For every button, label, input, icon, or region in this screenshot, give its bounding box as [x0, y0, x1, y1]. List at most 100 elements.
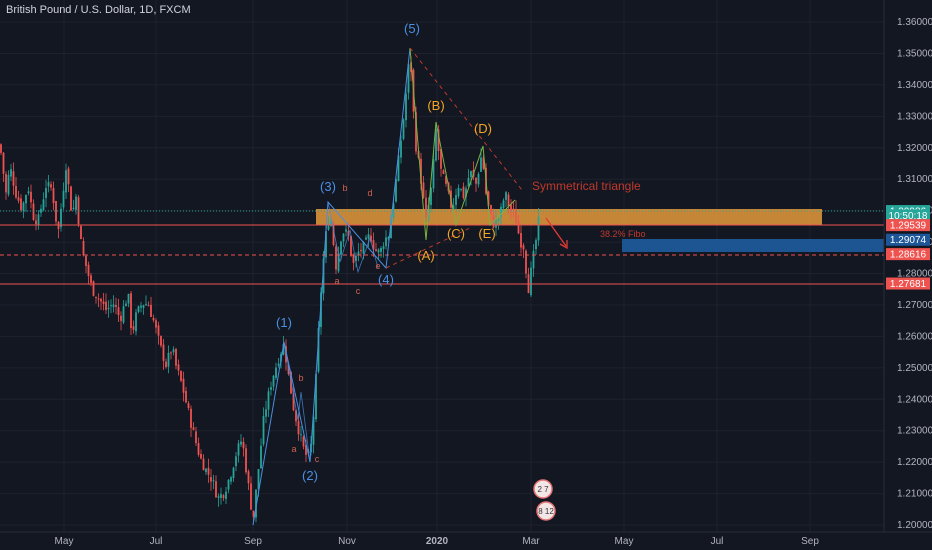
candle-body [222, 495, 225, 498]
candle-body [407, 64, 410, 93]
candle-body [5, 174, 7, 193]
candle-body [215, 481, 217, 498]
candle-body [425, 197, 427, 218]
candle-body [17, 197, 20, 201]
candle-body [200, 453, 202, 459]
candle-body [235, 456, 237, 467]
candle-body [455, 195, 457, 205]
candle-body [380, 248, 382, 252]
candle-body [95, 296, 97, 298]
candle-body [50, 184, 52, 188]
resistance-zone [316, 209, 822, 225]
candle-body [267, 391, 270, 410]
candle-body [535, 240, 537, 250]
sub-wave-label: a [334, 276, 339, 286]
wave-label: (2) [302, 468, 318, 483]
candle-body [0, 144, 2, 153]
elliott-wave-line [252, 47, 411, 526]
wave-labels: (5) (3) (4) (1) (2) (B) (D) (C) (E) (A) b d a c e b a c [276, 21, 496, 483]
candle-body [212, 480, 215, 482]
candle-body [37, 214, 40, 225]
candle-body [60, 208, 62, 228]
candle-body [410, 62, 412, 72]
candle-body [67, 168, 70, 185]
candle-body [230, 477, 232, 482]
candle-body [15, 186, 17, 198]
y-tick-label: 1.28000 [897, 269, 932, 280]
y-tick-label: 1.32000 [897, 143, 932, 154]
price-badge [886, 209, 930, 222]
candle-body [217, 496, 220, 498]
candle-body [187, 403, 190, 409]
x-tick-label: Sep [801, 536, 819, 547]
wave-label: (4) [378, 272, 394, 287]
candle-body [272, 375, 275, 387]
candle-body [115, 304, 117, 307]
candle-body [462, 186, 465, 198]
candle-body [30, 191, 32, 203]
sub-wave-line [327, 201, 379, 274]
candle-body [467, 177, 470, 187]
candle-body [507, 194, 510, 207]
candle-body [240, 441, 242, 445]
candle-body [437, 129, 440, 152]
candle-body [192, 427, 195, 430]
event-marker-icon[interactable] [536, 501, 556, 521]
candle-body [232, 467, 235, 479]
price-badge [886, 248, 930, 261]
candle-body [367, 234, 370, 239]
candle-body [120, 315, 122, 321]
candle-body [317, 328, 320, 372]
candle-body [147, 305, 150, 307]
candle-body [365, 237, 367, 240]
candle-body [172, 349, 175, 353]
event-markers[interactable]: 2 7 8 12 [533, 479, 556, 521]
candle-body [92, 281, 95, 296]
price-badges: 1.2998610:50:181.295391.290741.286161.27… [886, 205, 930, 290]
candle-body [382, 246, 385, 249]
price-badge-label: 1.27681 [890, 279, 927, 290]
projection-arrow-head [559, 240, 568, 250]
candle-body [342, 233, 345, 242]
candle-body [495, 219, 497, 228]
wave-label: (B) [427, 98, 444, 113]
wave-label: (D) [474, 121, 492, 136]
candle-body [457, 187, 460, 197]
x-tick-label: May [615, 536, 634, 547]
candle-body [2, 152, 5, 174]
candle-body [465, 188, 467, 197]
candle-body [325, 231, 327, 258]
candle-body [375, 249, 377, 251]
candle-body [500, 206, 502, 217]
x-tick-label: May [55, 536, 74, 547]
time-axis[interactable]: May Jul Sep Nov 2020 Mar May Jul Sep [55, 536, 820, 547]
candle-body [305, 445, 307, 455]
price-badge [886, 277, 930, 290]
candle-body [72, 207, 75, 210]
candle-body [312, 416, 315, 445]
x-tick-label: Jul [150, 536, 163, 547]
candle-body [532, 250, 535, 269]
sub-wave-label: c [356, 286, 361, 296]
y-tick-label: 1.25000 [897, 363, 932, 374]
candle-body [255, 489, 257, 518]
candle-body [70, 186, 72, 211]
price-badge-label: 10:50:18 [889, 211, 928, 222]
candle-body [157, 325, 160, 336]
chart-grid [0, 0, 884, 532]
candle-body [210, 477, 212, 482]
candle-body [100, 298, 102, 302]
candle-body [295, 410, 297, 422]
candle-body [260, 445, 262, 469]
event-marker-icon[interactable] [533, 479, 553, 499]
candle-body [282, 343, 285, 355]
candle-body [452, 205, 455, 210]
triangle-annotation: Symmetrical triangle [532, 179, 641, 193]
candle-body [445, 176, 447, 184]
candle-body [140, 305, 142, 308]
candle-body [35, 220, 37, 225]
price-axis-bg [884, 0, 932, 532]
price-badge [886, 219, 930, 232]
candle-body [390, 220, 392, 239]
